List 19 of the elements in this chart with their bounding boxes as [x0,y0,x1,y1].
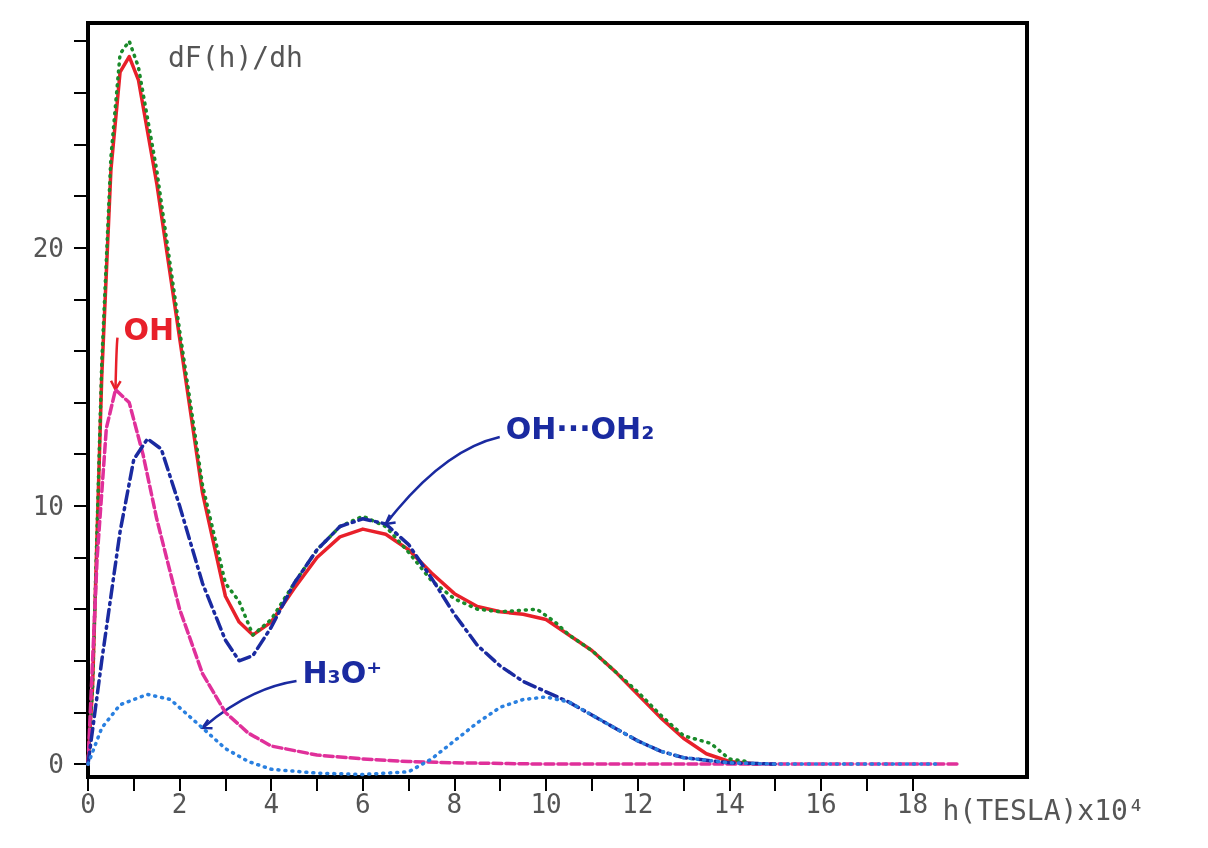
x-tick-label: 14 [713,789,745,819]
annotation: OH···OH₂ [505,411,655,447]
x-tick-label: 12 [622,789,654,819]
x-tick-label: 10 [530,789,562,819]
y-tick-label: 10 [32,490,64,521]
x-axis-title: h(TESLA)x10⁴ [942,793,1145,827]
x-tick-label: 6 [355,789,371,819]
x-tick-label: 4 [263,789,280,819]
line-series [86,387,961,766]
x-tick-label: 2 [171,789,188,819]
y-tick-label: 0 [48,749,64,780]
y-tick-label: 20 [32,232,64,263]
annotation: OH [123,312,175,348]
x-tick-label: 0 [80,789,96,819]
y-axis-title: dF(h)/dh [168,40,303,74]
x-tick-label: 18 [896,789,929,819]
x-tick-label: 8 [446,789,463,819]
x-tick-label: 16 [805,789,837,819]
annotation: H₃O⁺ [302,655,383,691]
